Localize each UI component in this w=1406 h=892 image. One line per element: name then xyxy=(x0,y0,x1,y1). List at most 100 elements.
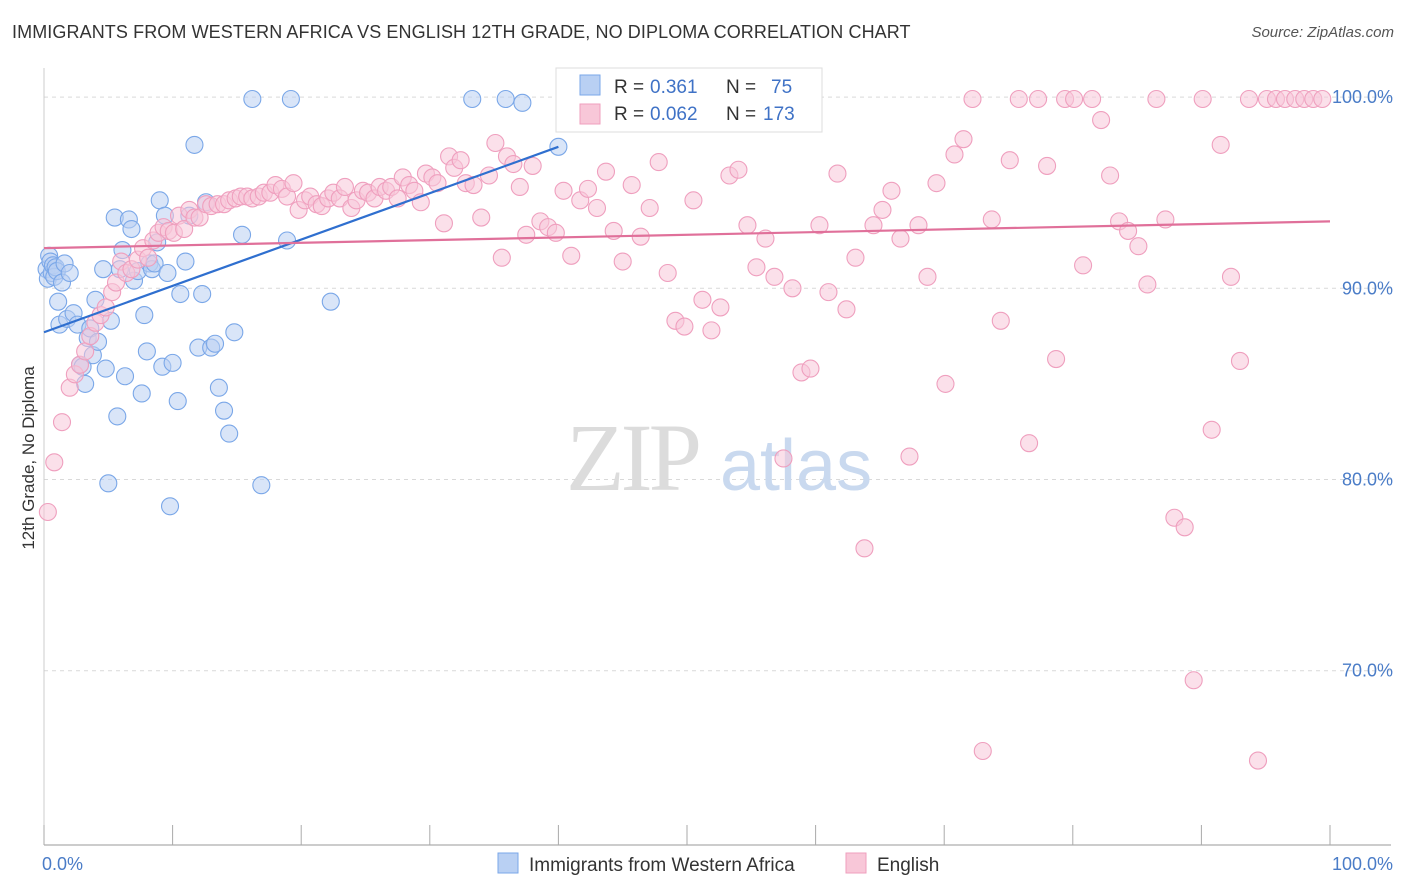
point-series-0-51 xyxy=(168,392,187,411)
point-series-0-60 xyxy=(205,334,225,353)
point-series-1-113 xyxy=(774,449,793,468)
point-series-0-35 xyxy=(122,219,141,239)
point-series-1-105 xyxy=(702,321,721,340)
point-series-0-71 xyxy=(463,89,482,109)
point-series-1-84 xyxy=(523,156,542,175)
x-tick-label-0: 0.0% xyxy=(42,854,83,874)
point-series-1-141 xyxy=(1029,89,1048,109)
chart-source: Source: ZipAtlas.com xyxy=(1251,24,1394,41)
point-series-1-0 xyxy=(38,502,57,522)
point-series-1-127 xyxy=(900,447,919,466)
stats-n-label-english: N = xyxy=(726,104,756,125)
watermark-atlas: atlas xyxy=(720,426,872,506)
axes xyxy=(43,68,1391,846)
point-series-1-78 xyxy=(486,133,505,153)
point-series-0-49 xyxy=(160,497,180,516)
point-series-1-109 xyxy=(738,216,757,235)
point-series-0-57 xyxy=(193,284,212,304)
point-series-1-2 xyxy=(52,413,72,432)
point-series-1-153 xyxy=(1138,275,1157,294)
legend-label-english[interactable]: English xyxy=(877,855,939,876)
point-series-1-126 xyxy=(891,229,910,248)
y-tick-label-3: 70.0% xyxy=(1342,661,1393,681)
point-series-1-108 xyxy=(729,160,748,179)
trend-line-series-1 xyxy=(43,220,1331,250)
point-series-1-117 xyxy=(810,216,829,235)
point-series-1-106 xyxy=(711,298,730,317)
point-series-1-111 xyxy=(756,229,775,248)
y-tick-label-1: 90.0% xyxy=(1342,278,1393,298)
point-series-0-70 xyxy=(321,292,340,311)
point-series-1-129 xyxy=(918,267,937,286)
point-series-1-88 xyxy=(554,181,573,200)
point-series-1-73 xyxy=(451,151,470,170)
point-series-0-27 xyxy=(99,474,118,493)
point-series-1-138 xyxy=(1000,151,1019,170)
point-series-1-119 xyxy=(828,164,847,183)
y-tick-label-2: 80.0% xyxy=(1342,470,1393,490)
y-axis-title: 12th Grade, No Diploma xyxy=(19,366,38,550)
point-series-1-125 xyxy=(882,181,901,200)
point-series-1-70 xyxy=(434,214,453,233)
point-series-0-50 xyxy=(163,353,182,372)
point-series-1-145 xyxy=(1065,89,1084,109)
legend-label-western-africa[interactable]: Immigrants from Western Africa xyxy=(529,855,795,876)
x-ticks xyxy=(43,825,1331,845)
stats-swatch-english xyxy=(579,103,601,125)
point-series-1-98 xyxy=(640,198,659,218)
point-series-0-63 xyxy=(220,424,239,443)
point-series-0-67 xyxy=(252,476,271,495)
point-series-0-73 xyxy=(513,93,532,112)
stats-r-value-western-africa: 0.361 xyxy=(650,77,698,98)
point-series-1-137 xyxy=(991,311,1010,330)
point-series-1-132 xyxy=(945,145,964,164)
point-series-1-130 xyxy=(927,174,946,193)
legend-swatch-western-africa[interactable] xyxy=(497,852,519,874)
point-series-1-6 xyxy=(76,342,95,361)
stats-r-label-western-africa: R = xyxy=(614,77,644,98)
point-series-1-96 xyxy=(622,176,641,195)
point-series-1-152 xyxy=(1129,237,1148,256)
grid-lines xyxy=(44,96,1391,672)
point-series-0-9 xyxy=(49,292,68,311)
point-series-1-148 xyxy=(1092,110,1111,130)
legend-swatch-english[interactable] xyxy=(845,852,867,874)
point-series-1-157 xyxy=(1175,518,1194,537)
y-tick-labels: 100.0% 90.0% 80.0% 70.0% xyxy=(1332,87,1393,681)
point-series-0-69 xyxy=(281,89,300,109)
point-series-0-72 xyxy=(496,89,515,109)
point-series-0-38 xyxy=(132,384,151,403)
point-series-1-82 xyxy=(510,177,529,197)
point-series-1-131 xyxy=(936,374,955,393)
point-series-1-91 xyxy=(578,179,598,198)
point-series-0-39 xyxy=(135,306,154,325)
point-series-0-53 xyxy=(176,252,195,271)
point-series-0-40 xyxy=(137,342,156,361)
point-series-1-162 xyxy=(1221,267,1241,286)
trend-line-series-0 xyxy=(43,145,559,334)
point-series-1-110 xyxy=(747,258,766,277)
point-series-1-140 xyxy=(1020,434,1039,453)
point-series-1-92 xyxy=(587,198,607,218)
legend: Immigrants from Western Africa English xyxy=(497,852,939,876)
point-series-0-25 xyxy=(94,260,113,279)
point-series-1-159 xyxy=(1193,89,1212,109)
x-tick-labels: 0.0% 100.0% xyxy=(42,854,1393,874)
point-series-1-116 xyxy=(801,359,820,378)
point-series-1-93 xyxy=(596,162,616,181)
point-series-1-18 xyxy=(139,248,158,267)
point-series-1-160 xyxy=(1202,420,1221,439)
point-series-1-89 xyxy=(562,246,581,265)
stats-swatch-western-africa xyxy=(579,74,601,96)
point-series-1-102 xyxy=(675,317,694,336)
point-series-1-83 xyxy=(517,225,536,244)
point-series-1-163 xyxy=(1230,351,1250,371)
point-series-1-87 xyxy=(546,223,565,242)
point-series-1-158 xyxy=(1184,671,1203,690)
y-tick-label-0: 100.0% xyxy=(1332,87,1393,107)
point-series-1-53 xyxy=(335,177,354,197)
point-series-1-104 xyxy=(693,290,712,309)
point-series-1-79 xyxy=(492,248,511,267)
point-series-1-100 xyxy=(658,263,677,283)
point-series-0-45 xyxy=(150,191,169,210)
